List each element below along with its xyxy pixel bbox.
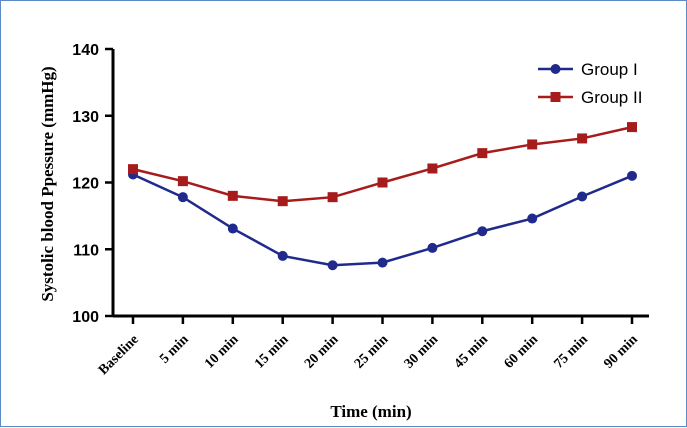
y-tick-label: 100: [72, 309, 99, 326]
y-axis-label: Systolic blood Ppessure (mmHg): [38, 66, 57, 301]
legend: Group I Group II: [538, 60, 642, 107]
y-tick-label: 130: [72, 109, 99, 126]
data-point: [577, 191, 588, 202]
y-ticks: 100 110 120 130 140: [72, 42, 113, 326]
legend-label: Group II: [581, 88, 642, 107]
x-tick-label: 5 min: [157, 332, 192, 367]
data-point: [527, 139, 538, 150]
legend-item: Group II: [538, 88, 642, 107]
x-tick-label: 25 min: [352, 332, 392, 372]
data-point: [377, 257, 388, 268]
x-tick-label: 15 min: [252, 332, 292, 372]
legend-marker: [550, 92, 561, 102]
data-point: [277, 196, 288, 207]
x-ticks: Baseline 5 min 10 min 15 min 20 min 25 min 30 …: [96, 316, 641, 378]
data-point: [477, 148, 488, 159]
legend-label: Group I: [581, 60, 638, 79]
y-tick-label: 110: [73, 242, 99, 259]
data-point: [377, 177, 388, 188]
data-point: [327, 260, 338, 271]
series-layer: [128, 122, 637, 271]
data-point: [477, 226, 488, 237]
x-axis-label: Time (min): [330, 402, 411, 421]
data-point: [277, 250, 288, 261]
x-tick-label: 30 min: [402, 332, 442, 372]
data-point: [577, 133, 588, 144]
data-point: [227, 223, 238, 234]
data-point: [327, 192, 338, 203]
data-point: [128, 164, 138, 175]
y-tick-label: 140: [72, 42, 99, 59]
data-point: [627, 122, 637, 133]
data-point: [527, 213, 538, 224]
x-tick-label: 45 min: [452, 332, 492, 372]
x-tick-label: 60 min: [502, 332, 542, 372]
x-tick-label: 20 min: [302, 332, 342, 372]
series-2: [128, 122, 637, 207]
x-tick-label: Baseline: [96, 332, 142, 378]
data-point: [177, 192, 188, 203]
data-point: [177, 176, 188, 187]
data-point: [227, 190, 238, 201]
data-point: [627, 170, 637, 181]
data-point: [427, 242, 438, 253]
series-line: [132, 125, 633, 203]
x-tick-label: 10 min: [202, 332, 242, 372]
series-1: [128, 169, 637, 271]
y-tick-label: 120: [72, 176, 99, 193]
data-point: [427, 163, 438, 174]
x-tick-label: 90 min: [601, 332, 641, 372]
legend-item: Group I: [538, 60, 638, 79]
legend-marker: [550, 64, 561, 74]
x-tick-label: 75 min: [551, 332, 591, 372]
